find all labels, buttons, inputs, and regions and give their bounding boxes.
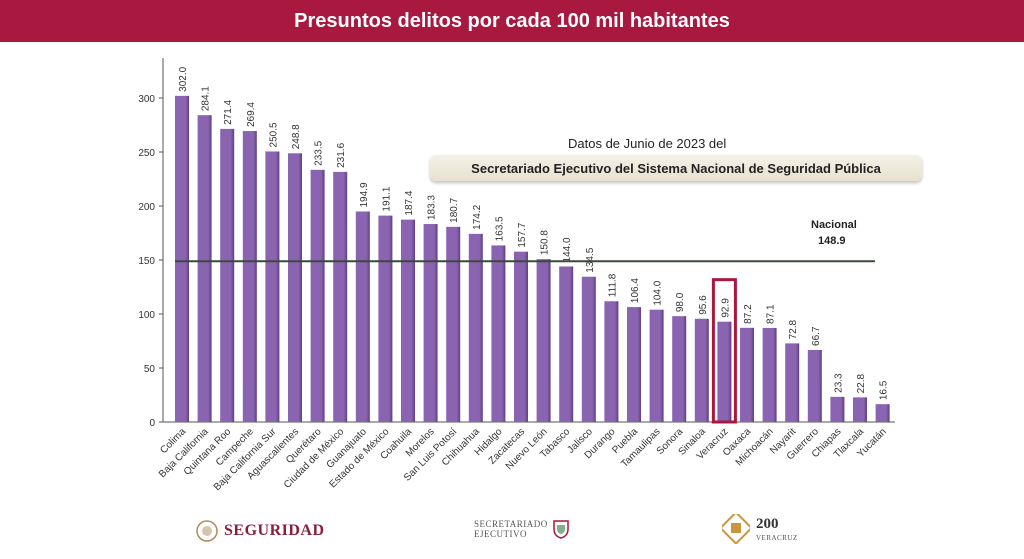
bar-hidalgo <box>491 245 506 422</box>
bar-puebla <box>627 307 641 422</box>
source-date-label: Datos de Junio de 2023 del <box>568 136 727 151</box>
bar-value-label: 248.8 <box>291 124 302 149</box>
bar-value-label: 250.5 <box>268 122 279 147</box>
secretariado-logo-line1: SECRETARIADO <box>474 519 548 529</box>
highlight-box <box>711 278 737 424</box>
bar-value-label: 98.0 <box>675 292 686 312</box>
reference-name-label: Nacional <box>811 219 857 231</box>
bar-colima <box>175 95 189 422</box>
chart-title: Presuntos delitos por cada 100 mil habit… <box>294 9 730 32</box>
bar-value-label: 16.5 <box>879 380 890 400</box>
bar-value-label: 163.5 <box>494 216 505 241</box>
bar-nayarit <box>785 343 800 422</box>
bar-estado-de-méxico <box>378 215 393 422</box>
y-tick-label: 300 <box>138 94 155 105</box>
bar-nuevo-león <box>536 259 551 422</box>
y-tick-label: 200 <box>138 202 155 213</box>
bar-chiapas <box>830 396 845 422</box>
secretariado-logo: SECRETARIADO EJECUTIVO <box>474 519 570 539</box>
bar-guanajuato <box>355 211 370 422</box>
reference-value-label: 148.9 <box>818 235 846 247</box>
y-tick-label: 250 <box>138 148 155 159</box>
bar-chihuahua <box>468 233 483 422</box>
veracruz-emblem-icon <box>722 514 750 544</box>
bar-michoacán <box>762 327 777 422</box>
bar-value-label: 22.8 <box>856 373 867 393</box>
bar-value-label: 134.5 <box>585 247 596 272</box>
bar-value-label: 231.6 <box>336 142 347 167</box>
bar-value-label: 144.0 <box>562 237 573 262</box>
bar-value-label: 183.3 <box>427 195 438 220</box>
bar-jalisco <box>581 276 596 422</box>
bar-sonora <box>672 316 687 422</box>
bar-baja-california <box>197 115 212 422</box>
bar-yucatán <box>875 404 890 422</box>
y-tick-label: 50 <box>144 364 156 375</box>
bar-tlaxcala <box>853 397 867 422</box>
veracruz-200-logo: 200 VERACRUZ <box>722 514 798 544</box>
bar-value-label: 284.1 <box>201 86 212 111</box>
seguridad-logo-text: SEGURIDAD <box>224 522 325 539</box>
bar-campeche <box>242 131 257 422</box>
bar-value-label: 111.8 <box>607 273 618 297</box>
bar-value-label: 302.0 <box>178 66 189 91</box>
bar-value-label: 87.1 <box>766 304 777 324</box>
secretariado-logo-line2: EJECUTIVO <box>474 529 527 539</box>
bar-value-label: 66.7 <box>811 326 822 346</box>
bar-sinaloa <box>694 318 709 422</box>
bar-value-label: 157.7 <box>517 222 528 247</box>
veracruz-200-text: 200 <box>756 515 779 532</box>
y-tick-label: 0 <box>149 418 155 429</box>
bar-value-label: 271.4 <box>223 99 234 124</box>
bar-value-label: 106.4 <box>630 278 641 303</box>
bar-coahuila <box>401 219 415 422</box>
bar-guerrero <box>807 349 822 422</box>
y-tick-label: 150 <box>138 256 155 267</box>
y-tick-label: 100 <box>138 310 155 321</box>
bar-tabasco <box>559 266 574 422</box>
bar-ciudad-de-méxico <box>333 171 348 422</box>
bar-veracruz <box>717 321 732 422</box>
bar-value-label: 150.8 <box>540 230 551 255</box>
bar-san-luis-potosí <box>446 226 461 422</box>
bar-aguascalientes <box>288 153 302 422</box>
bar-tamaulipas <box>649 309 664 422</box>
bar-zacatecas <box>514 251 528 422</box>
bar-morelos <box>423 224 438 422</box>
bar-value-label: 72.8 <box>788 319 799 339</box>
coat-of-arms-icon <box>196 520 218 542</box>
bar-value-label: 95.6 <box>698 295 709 315</box>
shield-icon <box>553 520 569 539</box>
seguridad-logo: SEGURIDAD <box>196 518 325 544</box>
source-banner: Secretariado Ejecutivo del Sistema Nacio… <box>430 155 922 181</box>
bar-oaxaca <box>740 327 754 422</box>
bar-value-label: 187.4 <box>404 190 415 215</box>
bar-quintana-roo <box>220 128 235 422</box>
bar-value-label: 87.2 <box>743 304 754 324</box>
chart-header: Presuntos delitos por cada 100 mil habit… <box>0 0 1024 42</box>
bar-baja-california-sur <box>265 151 280 422</box>
bar-value-label: 191.1 <box>381 186 392 211</box>
bar-value-label: 233.5 <box>314 140 325 165</box>
bar-value-label: 174.2 <box>472 204 483 229</box>
bar-querétaro <box>310 169 325 422</box>
bar-value-label: 23.3 <box>833 373 844 393</box>
veracruz-sub-text: VERACRUZ <box>756 533 798 542</box>
bar-durango <box>604 301 619 422</box>
bar-value-label: 104.0 <box>653 280 664 305</box>
source-agency-label: Secretariado Ejecutivo del Sistema Nacio… <box>471 160 881 176</box>
bar-value-label: 92.9 <box>720 298 731 318</box>
bar-value-label: 194.9 <box>359 182 370 207</box>
bar-value-label: 269.4 <box>246 102 257 127</box>
bar-value-label: 180.7 <box>449 197 460 222</box>
